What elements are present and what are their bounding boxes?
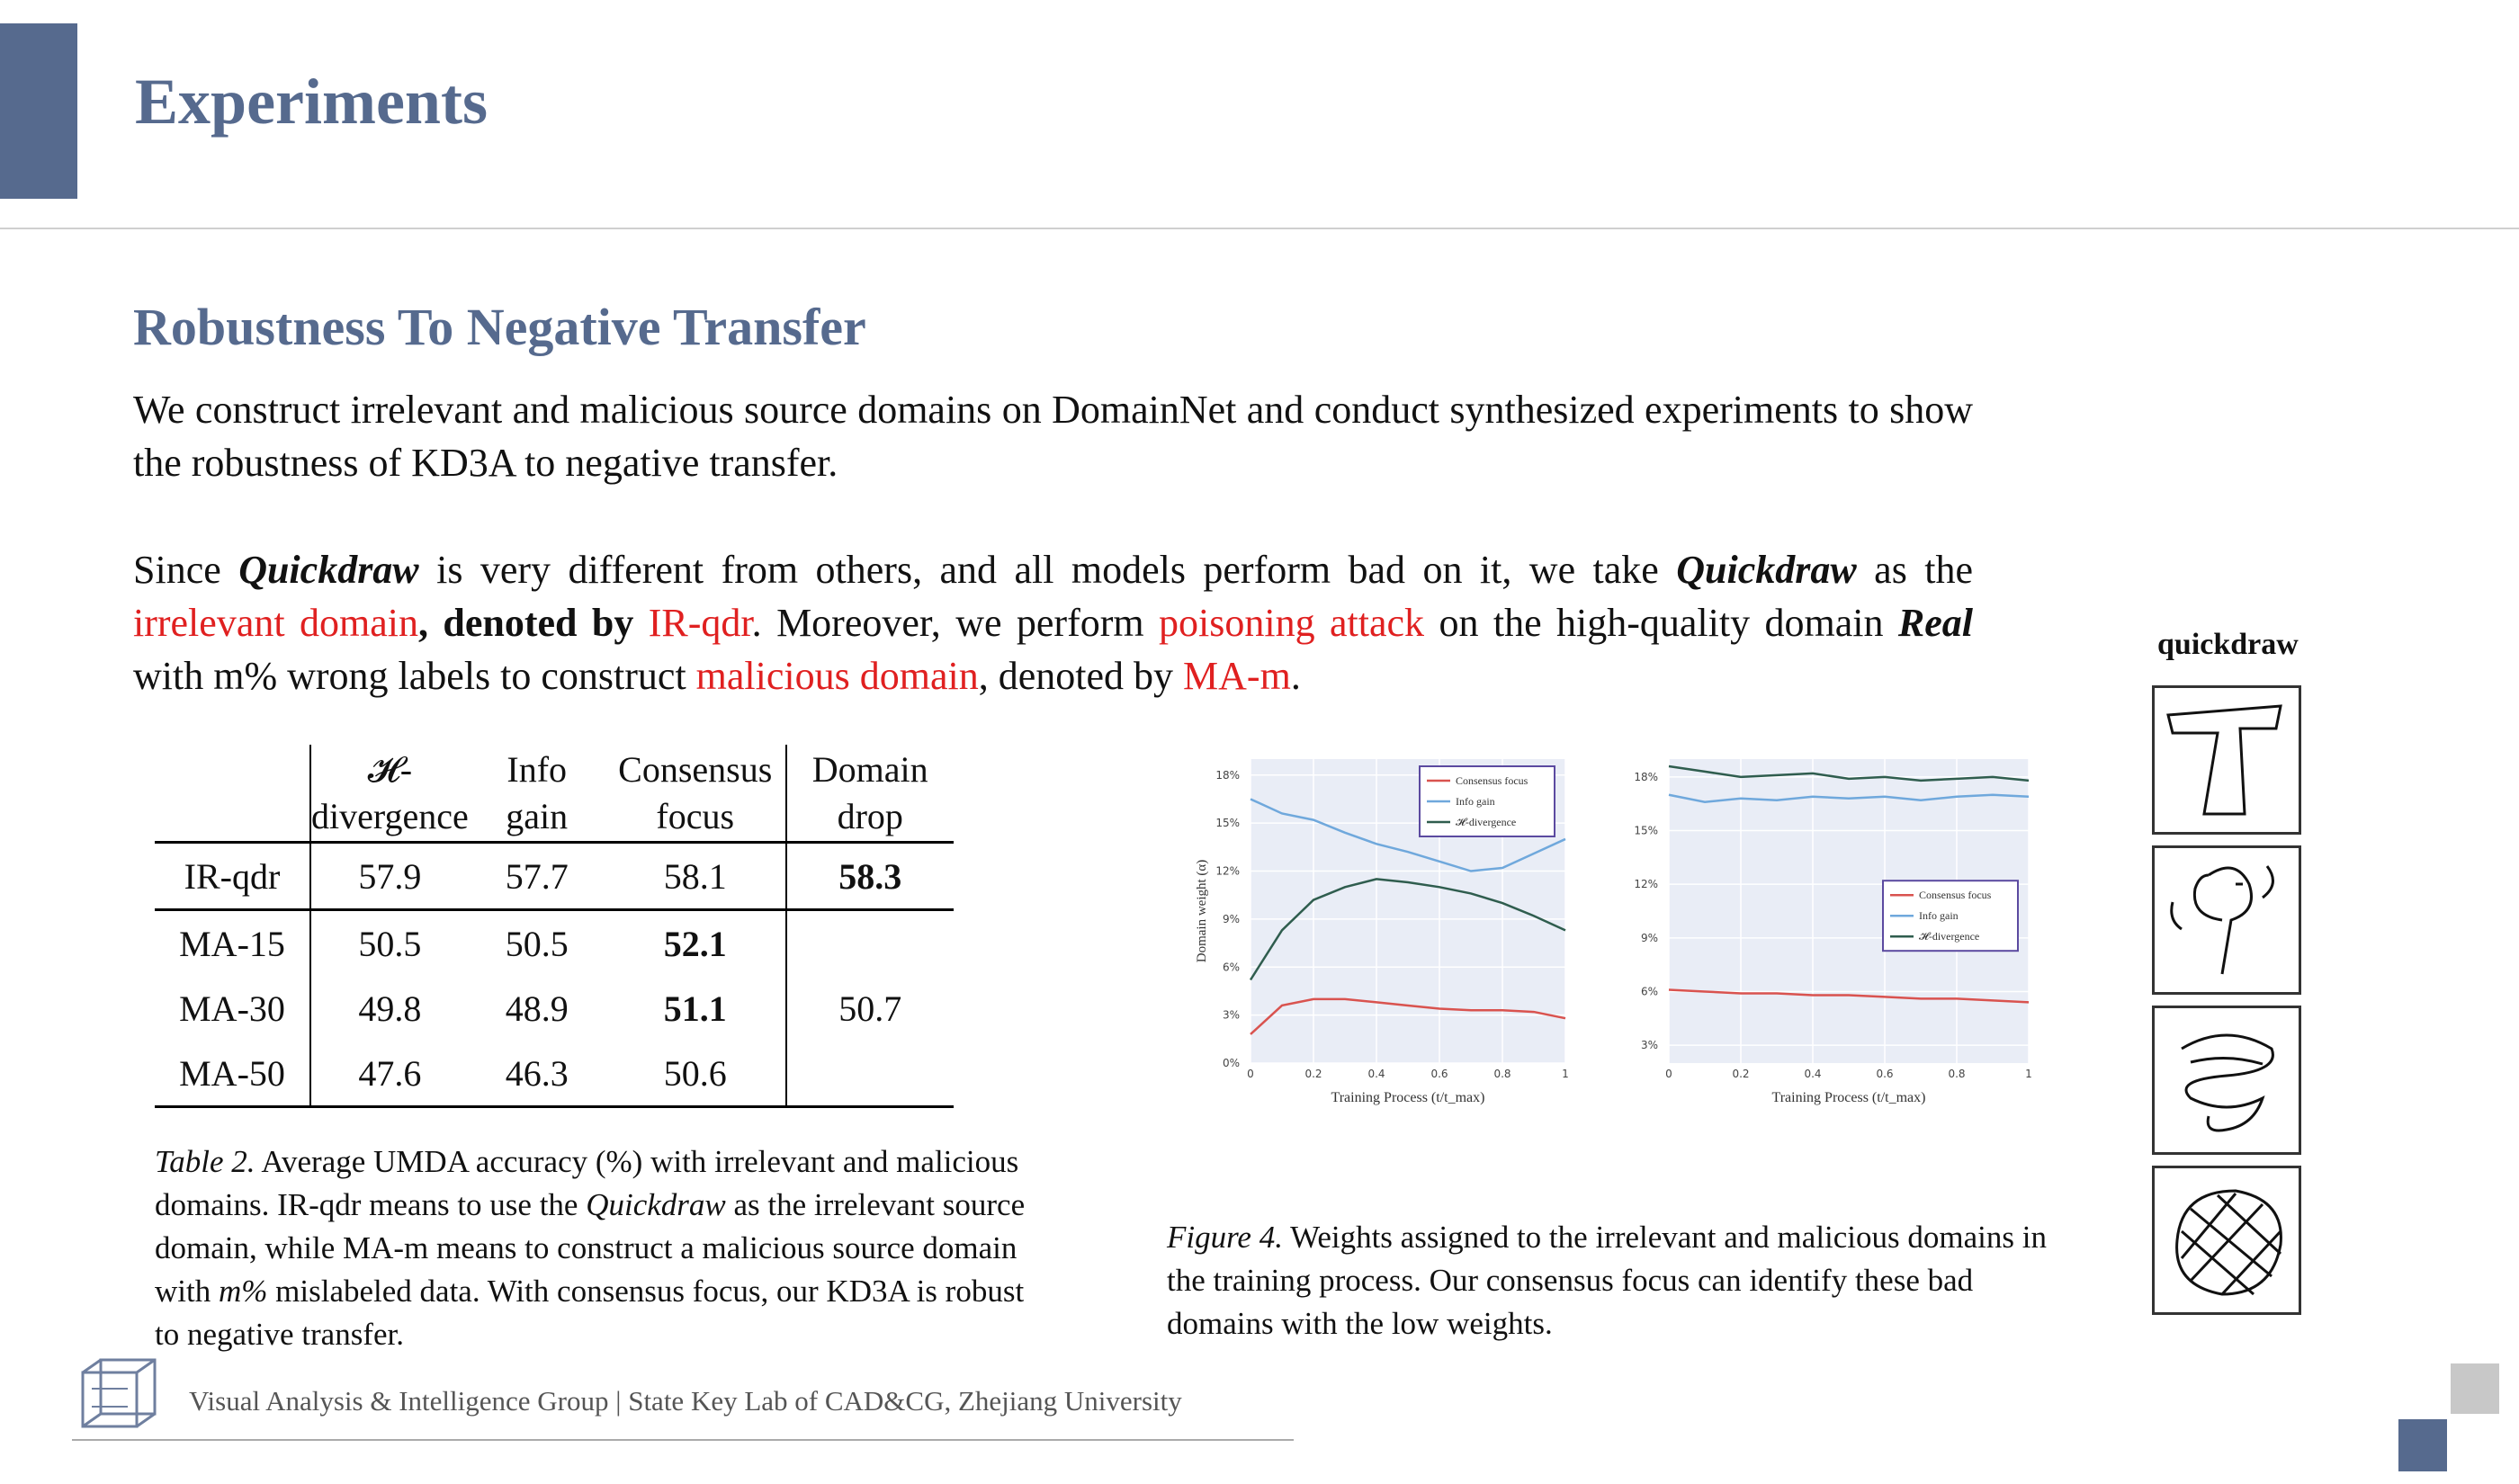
legend-label: Info gain (1919, 909, 1959, 922)
x-tick-label: 1 (2025, 1068, 2032, 1080)
irrelevant-domain-term: irrelevant domain (133, 601, 418, 645)
results-table: 𝓗-divergence Info gain Consensus focus Dom… (155, 745, 954, 1108)
table-row: MA-15 50.5 50.5 52.1 50.7 (155, 910, 954, 977)
header-accent-bar (0, 23, 77, 199)
y-tick-label: 18% (1215, 769, 1240, 782)
legend-label: 𝓗-divergence (1919, 930, 1979, 943)
y-axis-label: Domain weight (α) (1195, 860, 1209, 963)
y-tick-label: 6% (1641, 985, 1658, 997)
x-tick-label: 1 (1562, 1068, 1569, 1080)
sketch-ball (2152, 1166, 2301, 1315)
sketch-face (2152, 845, 2301, 995)
x-tick-label: 0.2 (1304, 1068, 1322, 1080)
x-tick-label: 0 (1665, 1068, 1672, 1080)
legend-label: Consensus focus (1919, 889, 1992, 901)
legend-label: Info gain (1456, 795, 1495, 808)
shared-drop-value: 50.7 (786, 910, 954, 1107)
x-tick-label: 0.6 (1430, 1068, 1448, 1080)
table-caption: Table 2. Average UMDA accuracy (%) with … (155, 1140, 1036, 1356)
x-tick-label: 0.8 (1948, 1068, 1965, 1080)
intro-paragraph: We construct irrelevant and malicious so… (133, 383, 1973, 489)
x-tick-label: 0.4 (1804, 1068, 1821, 1080)
page-title: Experiments (135, 65, 488, 139)
x-axis-label: Training Process (t/t_max) (1331, 1090, 1485, 1105)
table-row: IR-qdr 57.9 57.7 58.1 58.3 (155, 843, 954, 910)
footer-affiliation: Visual Analysis & Intelligence Group | S… (189, 1385, 1182, 1417)
chart-a: 0% 3% 6% 9% 12% 15% 18% 0 0.2 0.4 0.6 0.8 1 Training … (1179, 746, 1628, 1124)
x-tick-label: 0.2 (1732, 1068, 1749, 1080)
header-consensus: Consensus focus (605, 745, 786, 843)
y-tick-label: 3% (1641, 1039, 1658, 1051)
y-tick-label: 15% (1634, 825, 1658, 837)
y-tick-label: 12% (1634, 878, 1658, 890)
y-tick-label: 15% (1215, 817, 1240, 829)
header-hdiv: 𝓗-divergence (310, 745, 469, 843)
method-paragraph: Since Quickdraw is very different from o… (133, 543, 1973, 702)
y-tick-label: 9% (1223, 913, 1240, 925)
lab-logo-icon (74, 1353, 164, 1434)
corner-square-blue (2398, 1419, 2447, 1471)
x-axis-label: Training Process (t/t_max) (1772, 1090, 1926, 1105)
legend-label: Consensus focus (1456, 774, 1528, 787)
quickdraw-label: quickdraw (2157, 628, 2299, 662)
legend-label: 𝓗-divergence (1456, 816, 1516, 828)
y-tick-label: 3% (1223, 1009, 1240, 1022)
y-tick-label: 12% (1215, 865, 1240, 878)
sketch-swirl (2152, 1006, 2301, 1155)
header-drop: Domain drop (786, 745, 954, 843)
x-tick-label: 0.4 (1367, 1068, 1385, 1080)
y-tick-label: 0% (1223, 1057, 1240, 1069)
x-tick-label: 0.8 (1493, 1068, 1511, 1080)
sketch-t (2152, 685, 2301, 835)
x-tick-label: 0 (1247, 1068, 1254, 1080)
x-tick-label: 0.6 (1876, 1068, 1893, 1080)
figure-caption: Figure 4. Weights assigned to the irrele… (1167, 1216, 2048, 1345)
section-title: Robustness To Negative Transfer (133, 297, 866, 357)
y-tick-label: 9% (1641, 932, 1658, 944)
y-tick-label: 18% (1634, 771, 1658, 783)
corner-square-gray (2451, 1363, 2499, 1414)
header-divider (0, 228, 2519, 229)
y-tick-label: 6% (1223, 961, 1240, 973)
header-info: Info gain (469, 745, 605, 843)
chart-b: 3% 6% 9% 12% 15% 18% 0 0.2 0.4 0.6 0.8 1 Training Pr… (1628, 746, 2042, 1124)
footer-divider (72, 1439, 1294, 1441)
